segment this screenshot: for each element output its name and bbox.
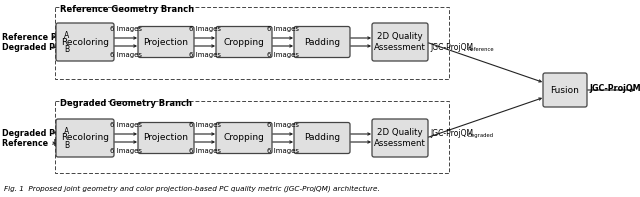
- Text: Projection: Projection: [143, 134, 189, 142]
- Text: Fig. 1  Proposed joint geometry and color projection-based PC quality metric (JG: Fig. 1 Proposed joint geometry and color…: [4, 186, 380, 192]
- Text: Cropping: Cropping: [223, 37, 264, 46]
- Text: Reference  PC: Reference PC: [2, 138, 65, 148]
- Text: Fusion: Fusion: [550, 85, 579, 95]
- Text: Degraded: Degraded: [468, 134, 494, 138]
- Text: Padding: Padding: [304, 37, 340, 46]
- FancyBboxPatch shape: [372, 23, 428, 61]
- Text: A: A: [64, 126, 69, 136]
- Text: 6 Images: 6 Images: [110, 122, 142, 128]
- Text: Reference: Reference: [468, 46, 495, 51]
- Text: Recoloring: Recoloring: [61, 37, 109, 46]
- Text: JGC-ProjQM: JGC-ProjQM: [589, 84, 640, 93]
- Text: 6 Images: 6 Images: [189, 26, 221, 32]
- Text: 6 Images: 6 Images: [267, 122, 299, 128]
- Text: A: A: [64, 31, 69, 40]
- Text: 6 Images: 6 Images: [110, 52, 142, 58]
- Text: 2D Quality
Assessment: 2D Quality Assessment: [374, 128, 426, 148]
- FancyBboxPatch shape: [372, 119, 428, 157]
- Text: 6 Images: 6 Images: [110, 26, 142, 32]
- Text: Degraded PC: Degraded PC: [2, 43, 61, 51]
- FancyBboxPatch shape: [56, 119, 114, 157]
- Text: 6 Images: 6 Images: [267, 52, 299, 58]
- Text: 6 Images: 6 Images: [189, 122, 221, 128]
- Text: 6 Images: 6 Images: [189, 148, 221, 154]
- Bar: [55, 101, 449, 173]
- Text: JGC-ProjQM: JGC-ProjQM: [430, 129, 473, 138]
- Text: Degraded Geometry Branch: Degraded Geometry Branch: [60, 99, 192, 108]
- Text: Projection: Projection: [143, 37, 189, 46]
- Bar: [55, 7, 449, 79]
- FancyBboxPatch shape: [138, 27, 194, 58]
- Text: 6 Images: 6 Images: [267, 148, 299, 154]
- Text: 6 Images: 6 Images: [189, 52, 221, 58]
- Text: Cropping: Cropping: [223, 134, 264, 142]
- FancyBboxPatch shape: [216, 27, 272, 58]
- Text: Reference PC: Reference PC: [2, 33, 63, 42]
- Text: Degraded PC: Degraded PC: [2, 128, 61, 138]
- FancyBboxPatch shape: [294, 27, 350, 58]
- Text: B: B: [64, 140, 69, 150]
- FancyBboxPatch shape: [294, 123, 350, 153]
- Text: Reference Geometry Branch: Reference Geometry Branch: [60, 5, 194, 14]
- FancyBboxPatch shape: [138, 123, 194, 153]
- FancyBboxPatch shape: [543, 73, 587, 107]
- FancyBboxPatch shape: [56, 23, 114, 61]
- Text: Padding: Padding: [304, 134, 340, 142]
- FancyBboxPatch shape: [216, 123, 272, 153]
- Text: 6 Images: 6 Images: [110, 148, 142, 154]
- Text: 6 Images: 6 Images: [267, 26, 299, 32]
- Text: JGC-ProjQM: JGC-ProjQM: [430, 43, 473, 51]
- Text: B: B: [64, 45, 69, 54]
- Text: 2D Quality
Assessment: 2D Quality Assessment: [374, 32, 426, 52]
- Text: Recoloring: Recoloring: [61, 134, 109, 142]
